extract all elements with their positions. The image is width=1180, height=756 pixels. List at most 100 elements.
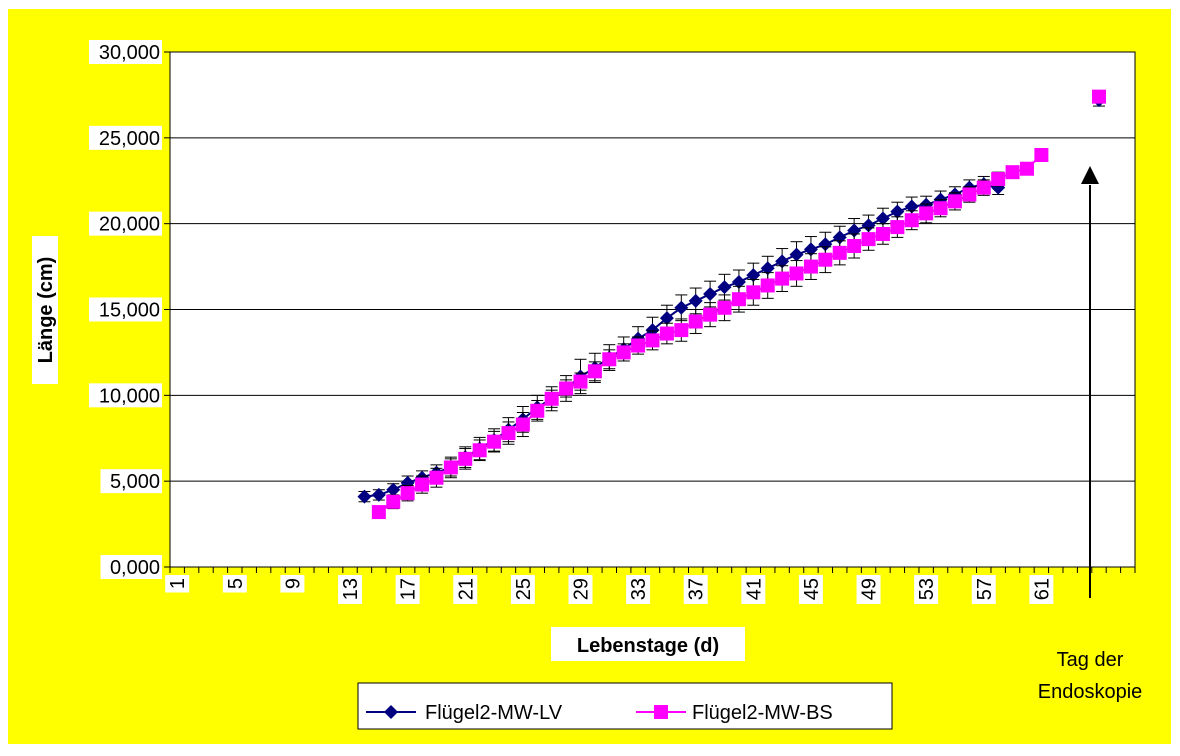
x-tick-label-box [510, 575, 535, 604]
data-point [674, 300, 689, 315]
annotation-line-1: Tag der [1057, 649, 1124, 671]
data-point [775, 271, 790, 286]
x-tick-label-box [798, 575, 823, 604]
data-point [818, 252, 833, 267]
x-tick-label: 41 [743, 578, 765, 600]
data-point [559, 381, 574, 396]
x-tick-label-box [568, 575, 593, 604]
data-point [933, 201, 948, 216]
data-point [818, 237, 833, 252]
data-point [501, 426, 516, 441]
x-tick-label: 13 [340, 578, 362, 600]
x-tick-label-box [1029, 575, 1054, 604]
data-point [688, 314, 703, 329]
gridlines [170, 137, 1135, 482]
x-axis-ticks: 1 5 9 13 17 21 25 29 33 37 41 45 49 53 57 61 [165, 575, 1054, 604]
y-tick-label-box [89, 383, 162, 408]
data-point [847, 238, 862, 253]
data-point [429, 470, 444, 485]
endoscopy-annotation: Tag der Endoskopie [1038, 166, 1143, 703]
y-tick-label: 30,000 [99, 42, 160, 64]
y-tick-label-box [89, 125, 162, 150]
x-tick-label-box [280, 575, 305, 593]
data-point [731, 275, 746, 290]
legend-label-bs: Flügel2-MW-BS [692, 702, 833, 724]
y-tick-label: 25,000 [99, 128, 160, 150]
y-tick-label-box [100, 469, 162, 494]
x-tick-label: 37 [686, 578, 708, 600]
x-tick-label: 1 [167, 578, 189, 589]
x-tick-label-box [856, 575, 881, 604]
y-axis-title-group: Länge (cm) [32, 236, 58, 384]
x-tick-label: 61 [1031, 578, 1053, 600]
data-point [703, 287, 718, 302]
x-tick-label: 33 [628, 578, 650, 600]
x-tick-label-box [914, 575, 939, 604]
data-point [904, 213, 919, 228]
data-point [400, 486, 415, 501]
y-axis-ticks: 0,000 5,000 10,000 15,000 20,000 25,000 30,000 [89, 40, 170, 579]
y-tick-label-box [89, 297, 162, 322]
data-point [832, 245, 847, 260]
x-tick-label: 53 [916, 578, 938, 600]
data-point [962, 187, 977, 202]
data-point [487, 434, 502, 449]
legend-label-lv: Flügel2-MW-LV [425, 702, 563, 724]
x-tick-label-box [453, 575, 478, 604]
x-axis-title: Lebenstage (d) [577, 635, 719, 657]
series-bs [371, 89, 1106, 520]
data-point [890, 220, 905, 235]
x-tick-label-box [338, 575, 363, 604]
data-point [472, 443, 487, 458]
data-point [659, 311, 674, 326]
data-point [717, 280, 732, 295]
legend: Flügel2-MW-LV Flügel2-MW-BS [357, 682, 893, 730]
data-point [731, 292, 746, 307]
y-tick-label-box [89, 211, 162, 236]
legend-marker-bs [654, 705, 668, 719]
x-axis [169, 567, 1136, 573]
data-point [443, 460, 458, 475]
data-point [587, 364, 602, 379]
data-point [602, 352, 617, 367]
x-tick-label-box [741, 575, 766, 604]
data-point [1034, 148, 1049, 162]
x-tick-label-box [971, 575, 996, 604]
y-tick-label: 10,000 [99, 385, 160, 407]
data-point [357, 489, 372, 504]
data-point [544, 391, 559, 406]
data-point [875, 211, 890, 226]
annotation-line-2: Endoskopie [1038, 681, 1143, 703]
data-point [386, 482, 401, 497]
data-point [746, 285, 761, 300]
data-point [645, 333, 660, 348]
x-tick-label-box [683, 575, 708, 604]
y-tick-label: 5,000 [110, 471, 160, 493]
data-point [371, 505, 386, 520]
data-point [717, 300, 732, 315]
x-tick-label: 57 [974, 578, 996, 600]
data-point [875, 226, 890, 241]
data-point [760, 278, 775, 293]
data-point [1019, 161, 1034, 176]
data-point [371, 487, 386, 502]
data-point [861, 232, 876, 247]
data-point [1091, 89, 1106, 104]
data-point [688, 293, 703, 308]
x-axis-title-group: Lebenstage (d) [551, 627, 745, 661]
data-point [976, 180, 991, 195]
data-point [616, 345, 631, 360]
data-point [631, 338, 646, 353]
legend-box [357, 682, 893, 730]
data-point [775, 254, 790, 269]
annotation-arrowhead [1081, 166, 1099, 184]
data-point [386, 494, 401, 509]
x-tick-label: 29 [570, 578, 592, 600]
data-point [760, 261, 775, 276]
data-point [746, 268, 761, 283]
x-tick-label: 17 [398, 578, 420, 600]
data-point [991, 172, 1006, 187]
x-tick-label: 49 [859, 578, 881, 600]
